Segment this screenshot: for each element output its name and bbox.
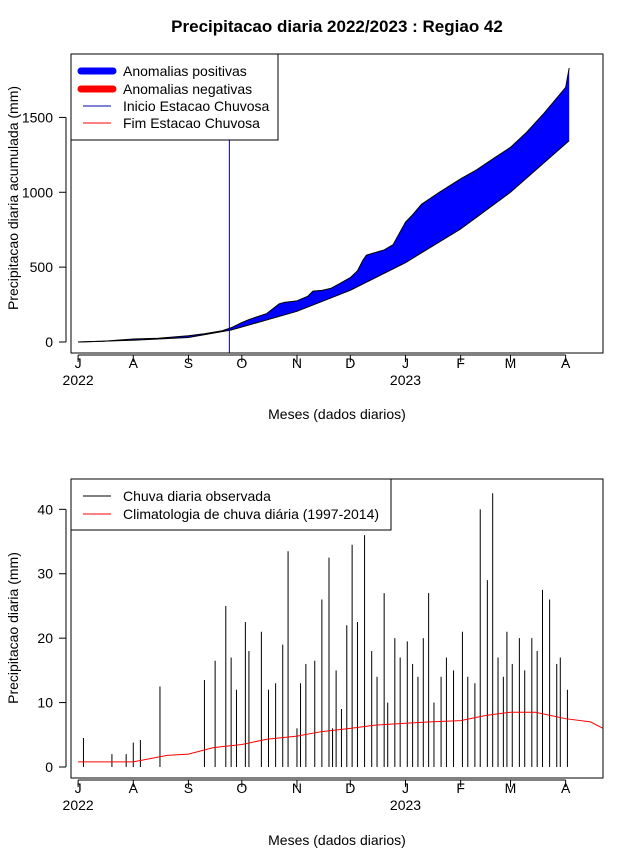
x-tick-label-bottom: D	[345, 780, 355, 796]
x-tick-label-top: S	[184, 355, 193, 371]
y-axis-bottom: 0 10 20 30 40	[37, 501, 67, 775]
x-tick-label-bottom: J	[75, 780, 82, 796]
y-axis-top: 0 500 1000 1500	[22, 109, 67, 350]
x-tick-label-bottom: N	[292, 780, 302, 796]
x-year-label-top: 2022	[63, 372, 94, 388]
y-axis-label-bottom: Precipitacao diaria (mm)	[5, 552, 21, 704]
x-tick-label-bottom: O	[236, 780, 247, 796]
y-tick-label-bottom: 0	[45, 759, 53, 775]
x-tick-label-top: M	[505, 355, 517, 371]
x-axis-label-top: Meses (dados diarios)	[268, 406, 406, 422]
x-tick-label-top: O	[236, 355, 247, 371]
x-axis-bottom: J A S O N D J F M A 2022 2023	[63, 779, 571, 813]
legend-box-bottom	[70, 478, 392, 531]
x-axis-top: J A S O N D J F M A 2022 2023	[63, 354, 571, 388]
legend-label-end: Fim Estacao Chuvosa	[123, 115, 260, 131]
x-year-label-top: 2023	[390, 372, 421, 388]
x-tick-label-bottom: A	[561, 780, 571, 796]
x-tick-label-top: F	[456, 355, 465, 371]
climatology-line	[78, 711, 604, 763]
legend-label-positive: Anomalias positivas	[123, 63, 247, 79]
x-year-label-bottom: 2023	[390, 797, 421, 813]
climatology-cumulative-line	[78, 140, 570, 343]
legend-box-top	[70, 53, 279, 141]
x-tick-label-top: A	[561, 355, 571, 371]
x-tick-label-bottom: S	[184, 780, 193, 796]
y-tick-label-top: 0	[45, 334, 53, 350]
daily-precipitation-chart: 0 10 20 30 40 J A S O N D J F M A 2022 2023 Precipitaca…	[5, 478, 604, 848]
x-year-label-bottom: 2022	[63, 797, 94, 813]
y-tick-label-bottom: 10	[37, 695, 53, 711]
x-tick-label-bottom: A	[129, 780, 139, 796]
y-tick-label-bottom: 30	[37, 566, 53, 582]
x-tick-label-bottom: F	[456, 780, 465, 796]
legend-top: Anomalias positivas Anomalias negativas …	[70, 53, 279, 141]
y-tick-label-top: 500	[30, 259, 54, 275]
cumulative-precipitation-chart: 0 500 1000 1500 J A S O N D J F M A 2022 2023 Precipit…	[5, 53, 604, 422]
legend-bottom: Chuva diaria observada Climatologia de c…	[70, 478, 392, 531]
y-tick-label-bottom: 40	[37, 501, 53, 517]
y-tick-label-top: 1000	[22, 184, 53, 200]
y-tick-label-top: 1500	[22, 109, 53, 125]
x-tick-label-top: A	[129, 355, 139, 371]
cumulative-lines	[78, 67, 570, 343]
x-tick-label-bottom: M	[505, 780, 517, 796]
plot-frame-top	[70, 53, 604, 354]
legend-label-observed: Chuva diaria observada	[123, 488, 271, 504]
x-tick-label-top: J	[402, 355, 409, 371]
positive-anomaly-area	[103, 67, 570, 342]
y-tick-label-bottom: 20	[37, 630, 53, 646]
x-tick-label-top: N	[292, 355, 302, 371]
x-tick-label-top: D	[345, 355, 355, 371]
legend-label-negative: Anomalias negativas	[123, 81, 252, 97]
daily-rain-bars	[82, 493, 568, 767]
chart-title: Precipitacao diaria 2022/2023 : Regiao 4…	[171, 17, 503, 36]
x-tick-label-bottom: J	[402, 780, 409, 796]
legend-label-onset: Inicio Estacao Chuvosa	[123, 98, 270, 114]
x-axis-label-bottom: Meses (dados diarios)	[268, 832, 406, 848]
x-tick-label-top: J	[75, 355, 82, 371]
y-axis-label-top: Precipitacao diaria acumulada (mm)	[5, 86, 21, 310]
observed-cumulative-line	[78, 67, 570, 343]
legend-label-climatology: Climatologia de chuva diária (1997-2014)	[123, 506, 379, 522]
